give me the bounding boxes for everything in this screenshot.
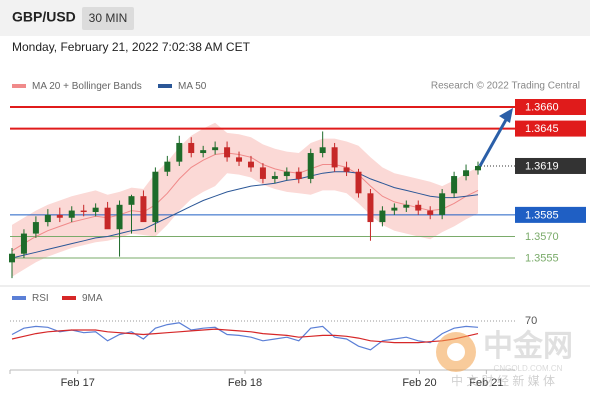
candle-body [68,210,75,218]
watermark-title: 中金网 [483,329,573,363]
candle-body [80,210,87,213]
candle-body [259,167,266,179]
candle-body [212,147,219,151]
indicator-line [11,328,479,344]
candle-body [200,150,207,154]
legend-label: MA 20 + Bollinger Bands [32,81,142,92]
legend-label: 9MA [82,293,103,304]
bollinger-band [12,122,478,277]
watermark-tagline: 中 文 财 经 新 媒 体 [451,373,555,388]
candle-body [104,207,111,230]
y-tick-label: 70 [525,315,537,327]
forecast-arrow-head [499,108,513,123]
candle-body [20,233,27,254]
candle-body [236,157,243,162]
candle-body [475,165,481,171]
candle-body [331,147,338,168]
candle-body [164,161,171,172]
level-label: 1.3645 [525,123,559,135]
timestamp: Monday, February 21, 2022 7:02:38 AM CET [12,40,251,54]
candle-body [307,153,314,179]
legend-swatch [12,296,26,300]
timeframe-box [82,7,134,30]
candle-body [176,142,183,162]
level-label: 1.3660 [525,101,559,113]
moving-average [11,171,479,259]
candle-body [451,176,458,194]
indicator-line [11,322,479,351]
level-box [515,206,586,223]
watermark-logo-inner [447,343,465,361]
candle-body [188,142,195,154]
candle-body [247,161,254,168]
x-tick-label: Feb 17 [61,377,95,389]
candle-body [319,147,326,154]
legend-swatch [158,84,172,88]
candle-body [116,204,123,230]
candle-body [439,193,446,215]
legend-swatch [12,84,26,88]
watermark-url: CNGOLD.COM.CN [494,364,563,373]
forecast-arrow [478,117,509,167]
legend-label: RSI [32,293,49,304]
legend-swatch [62,296,76,300]
candle-body [463,170,470,177]
level-label: 1.3619 [525,160,559,172]
candle-body [92,207,99,213]
candle-body [44,214,51,223]
candle-body [367,193,374,223]
candle-body [32,222,39,234]
candle-body [283,171,290,177]
x-tick-label: Feb 18 [228,377,262,389]
candle-body [415,204,422,211]
level-box [515,157,586,174]
level-label: 1.3585 [525,209,559,221]
symbol: GBP/USD [12,9,76,25]
x-tick-label: Feb 21 [469,377,503,389]
candle-body [295,171,302,179]
candle-body [391,207,398,211]
candle-body [379,210,386,223]
candle-body [355,171,362,194]
level-box [515,99,586,116]
moving-average [11,152,479,252]
level-label: 1.3555 [525,252,559,264]
candle-body [152,171,159,223]
plot: 1.3660 1.3645 1.3619 1.3585 1.3570 1.3555 Feb … [9,99,586,389]
level-label: 1.3570 [525,231,559,243]
candle-body [140,196,147,223]
timeframe: 30 MIN [89,11,128,25]
candle-body [224,147,231,158]
level-box [515,120,586,137]
credit: Research © 2022 Trading Central [431,81,580,92]
candle-body [343,167,350,172]
candle-body [427,210,434,215]
candle-body [9,253,15,263]
candle-body [128,196,135,205]
watermark: 中金网 CNGOLD.COM.CN 中 文 财 经 新 媒 体 [436,329,573,388]
candle-body [403,204,410,208]
legend-label: MA 50 [178,81,207,92]
x-tick-label: Feb 20 [402,377,436,389]
candle-body [271,176,278,179]
candle-body [56,214,63,218]
